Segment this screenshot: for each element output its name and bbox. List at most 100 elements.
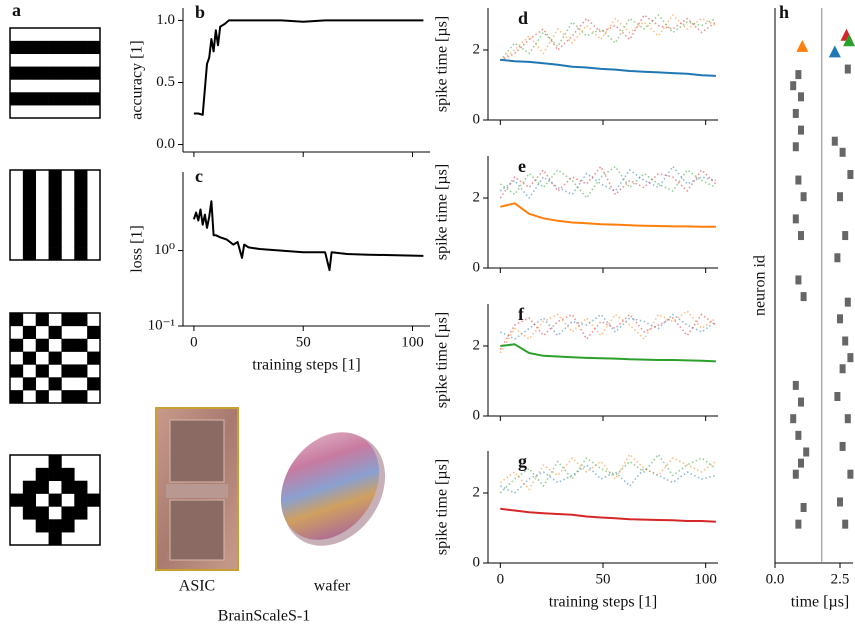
pattern-cell — [48, 467, 62, 482]
pattern-cell — [74, 195, 88, 209]
pattern-cell — [48, 532, 62, 546]
y-tick-label: 0.0 — [156, 136, 175, 152]
pattern-cell — [74, 364, 88, 378]
pattern-cell — [35, 66, 49, 80]
pattern-cell — [74, 480, 88, 494]
y-tick-label: 1.0 — [156, 12, 175, 28]
pattern-cell — [22, 506, 37, 520]
spike — [847, 170, 854, 179]
spike — [837, 192, 843, 202]
pattern-cell — [48, 40, 62, 55]
pattern-frame — [9, 454, 101, 546]
pattern-cell — [74, 493, 88, 507]
pattern-cell — [61, 519, 75, 533]
pattern-cell — [48, 247, 62, 261]
panel-label: b — [195, 2, 205, 22]
panel-label: c — [195, 166, 203, 186]
spike — [798, 458, 804, 468]
pattern-cell — [87, 377, 101, 391]
pattern-cell — [22, 480, 37, 494]
pattern-cell — [87, 92, 101, 106]
pattern-cell — [48, 519, 62, 533]
pattern-cell — [10, 92, 24, 106]
pattern-cell — [87, 351, 101, 365]
panel-label: e — [518, 156, 526, 176]
spike — [834, 392, 841, 401]
pattern-cell — [10, 493, 24, 507]
pattern-cell — [61, 480, 75, 494]
pattern-cell — [61, 390, 75, 404]
pattern-cell — [22, 493, 37, 507]
pattern-cell — [22, 182, 37, 197]
spike — [792, 380, 799, 390]
pattern-cell — [74, 506, 88, 520]
x-tick-label: 2.5 — [831, 571, 850, 587]
y-tick-label: 0 — [473, 554, 481, 570]
spike — [800, 292, 807, 302]
pattern-cell — [22, 351, 37, 365]
x-tick-label: 100 — [401, 334, 424, 350]
trial-line — [499, 313, 717, 340]
y-axis-label: loss [1] — [129, 225, 146, 273]
x-tick-label: 0 — [190, 334, 198, 350]
spike — [837, 314, 843, 324]
pattern-cell — [35, 480, 49, 494]
y-tick-label: 0 — [473, 259, 481, 275]
pattern-cell — [35, 40, 49, 55]
pattern-cell — [87, 66, 101, 80]
figure-caption: BrainScaleS-1 — [218, 608, 310, 625]
x-tick-label: 100 — [694, 571, 717, 587]
input-patterns — [9, 27, 101, 546]
pattern-cell — [74, 247, 88, 261]
y-tick-label: 0 — [473, 407, 481, 423]
pattern-cell — [22, 92, 37, 106]
y-tick-label: 10⁰ — [154, 242, 175, 258]
data-line — [500, 202, 716, 228]
pattern-cell — [74, 390, 88, 404]
pattern-cell — [74, 66, 88, 80]
panel-label: h — [779, 2, 789, 22]
y-axis-label: spike time [µs] — [434, 459, 451, 555]
spike — [792, 142, 799, 152]
y-tick-label: 2 — [473, 484, 481, 500]
pattern-cell — [74, 170, 88, 184]
pattern-cell — [61, 66, 75, 80]
pattern-cell — [61, 92, 75, 106]
pattern-cell — [10, 364, 24, 378]
trial-line — [499, 313, 717, 350]
pattern-cell — [22, 40, 37, 55]
x-axis-label: training steps [1] — [252, 357, 360, 374]
spike — [844, 414, 851, 424]
y-tick-label: 2 — [473, 337, 481, 353]
y-axis-label: neuron id — [752, 255, 769, 316]
spike — [847, 469, 854, 479]
data-line — [500, 58, 716, 77]
data-line — [192, 200, 424, 272]
pattern-cell — [48, 92, 62, 106]
y-axis-label: spike time [µs] — [434, 16, 451, 112]
pattern-cell — [74, 338, 88, 352]
x-axis-label: time [µs] — [791, 594, 850, 611]
data-line — [193, 19, 424, 116]
pattern-cell — [87, 40, 101, 55]
label-marker — [796, 39, 809, 52]
y-tick-label: 0.5 — [156, 74, 175, 90]
spike — [795, 175, 802, 185]
spike — [790, 81, 797, 91]
pattern-cell — [10, 338, 24, 352]
x-tick-label: 50 — [296, 334, 311, 350]
pattern-cell — [22, 325, 37, 340]
pattern-frame — [9, 27, 101, 119]
pattern-cell — [48, 455, 62, 469]
spike — [790, 414, 797, 424]
spike — [847, 353, 854, 363]
pattern-cell — [48, 325, 62, 340]
y-axis-label: spike time [µs] — [434, 312, 451, 408]
pattern-cell — [48, 377, 62, 391]
pattern-cell — [61, 313, 75, 327]
data-line — [500, 507, 716, 523]
spike — [844, 64, 851, 74]
y-axis-label: spike time [µs] — [434, 164, 451, 260]
pattern-cell — [74, 313, 88, 327]
pattern-cell — [87, 325, 101, 340]
